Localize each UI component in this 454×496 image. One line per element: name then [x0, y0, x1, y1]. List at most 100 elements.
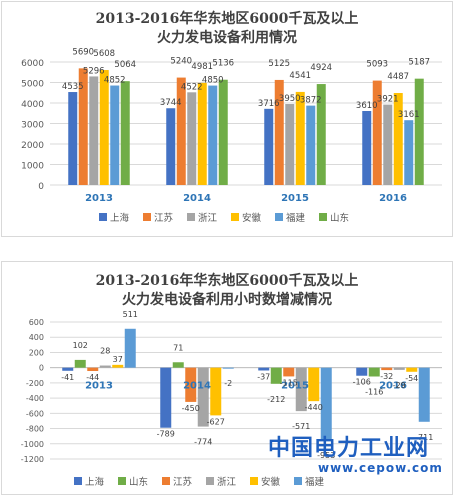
y-tick-label: -1000 — [21, 440, 44, 449]
data-label: 3921 — [377, 95, 399, 105]
bar — [295, 367, 307, 412]
bar — [222, 367, 234, 369]
legend-label: 福建 — [286, 212, 306, 224]
y-tick-label: 3000 — [21, 121, 44, 131]
legend-swatch — [250, 477, 258, 485]
data-label: 5064 — [114, 60, 136, 70]
data-label: 3716 — [258, 99, 280, 109]
bar — [362, 110, 372, 185]
bar — [393, 367, 405, 370]
bar — [308, 367, 320, 402]
bar — [210, 367, 222, 416]
bar — [356, 367, 368, 376]
y-tick-label: 6000 — [21, 59, 44, 69]
data-label: -212 — [267, 395, 285, 404]
bar — [110, 85, 120, 185]
data-label: 71 — [173, 343, 183, 352]
y-tick-label: 2000 — [21, 141, 44, 151]
data-label: -116 — [365, 387, 383, 396]
bar — [74, 359, 86, 368]
data-label: -440 — [305, 403, 323, 412]
data-label: 5240 — [170, 57, 192, 67]
x-tick-label: 2016 — [379, 193, 407, 204]
legend-label: 浙江 — [217, 476, 237, 488]
y-tick-label: -800 — [26, 425, 44, 434]
bar — [112, 364, 124, 368]
data-label: 5093 — [366, 60, 388, 70]
bar — [320, 367, 332, 441]
legend-label: 福建 — [305, 476, 325, 488]
data-label: 4981 — [191, 62, 213, 72]
y-tick-label: 200 — [29, 348, 44, 357]
bar — [264, 108, 274, 185]
legend-label: 江苏 — [154, 212, 174, 224]
bar — [218, 79, 228, 185]
data-label: 4541 — [289, 71, 311, 81]
bar — [393, 93, 403, 185]
data-label: 102 — [73, 341, 88, 350]
data-label: -571 — [292, 422, 310, 431]
bar — [368, 367, 380, 377]
legend-swatch — [275, 213, 283, 221]
y-tick-label: 4000 — [21, 100, 44, 110]
legend-swatch — [118, 477, 126, 485]
data-label: -953 — [317, 451, 335, 460]
data-label: -106 — [353, 378, 371, 387]
legend-swatch — [162, 477, 170, 485]
data-label: -32 — [380, 372, 393, 381]
bar — [124, 328, 136, 368]
x-tick-label: 2013 — [85, 193, 113, 204]
data-label: 3161 — [398, 110, 420, 120]
utilization-bar-chart: 0 1000 2000 3000 4000 5000 6000 2013 2014 2015 201… — [21, 47, 442, 224]
data-label: -54 — [405, 374, 418, 383]
bar — [295, 91, 305, 185]
bar — [383, 104, 393, 185]
bar — [372, 80, 382, 185]
bar — [381, 367, 393, 371]
data-label: 4522 — [181, 82, 203, 92]
y-tick-label: 0 — [39, 364, 44, 373]
data-label: -37 — [257, 372, 270, 381]
data-label: -450 — [182, 404, 200, 413]
data-label: 3610 — [356, 101, 378, 111]
data-label: -115 — [280, 378, 298, 387]
data-label: 4852 — [104, 76, 126, 86]
bar — [62, 367, 74, 371]
chart-subtitle: 火力发电设备利用小时数增减情况 — [122, 292, 332, 308]
legend-swatch — [74, 477, 82, 485]
data-label: 5690 — [72, 47, 94, 57]
data-label: -774 — [194, 438, 212, 447]
x-tick-label: 2014 — [183, 381, 211, 392]
bar — [197, 82, 207, 185]
data-label: -627 — [207, 417, 225, 426]
y-tick-label: 0 — [38, 182, 44, 192]
legend-label: 浙江 — [198, 212, 218, 224]
y-tick-label: 400 — [29, 333, 44, 342]
legend-swatch — [294, 477, 302, 485]
data-label: 3872 — [300, 96, 322, 106]
y-tick-label: 5000 — [21, 80, 44, 90]
legend-label: 安徽 — [242, 212, 262, 224]
bar — [176, 77, 186, 185]
data-label: -41 — [61, 373, 74, 382]
x-tick-label: 2014 — [183, 193, 211, 204]
legend-swatch — [231, 213, 239, 221]
data-label: 4850 — [202, 76, 224, 86]
legend-label: 山东 — [129, 476, 148, 488]
bar — [285, 104, 295, 185]
chart-panel-change: 2013-2016年华东地区6000千瓦及以上 火力发电设备利用小时数增减情况 … — [1, 261, 453, 495]
data-label: -44 — [86, 373, 99, 382]
y-tick-label: -600 — [26, 409, 44, 418]
legend-swatch — [143, 213, 151, 221]
bar — [68, 92, 78, 185]
bar — [99, 70, 109, 185]
legend-swatch — [206, 477, 214, 485]
bar — [283, 367, 295, 377]
x-tick-label: 2015 — [281, 193, 309, 204]
bar — [185, 367, 197, 402]
data-label: 5136 — [212, 59, 234, 69]
bar — [404, 120, 414, 185]
legend-swatch — [99, 213, 107, 221]
bar — [406, 367, 418, 372]
bar — [99, 365, 111, 368]
